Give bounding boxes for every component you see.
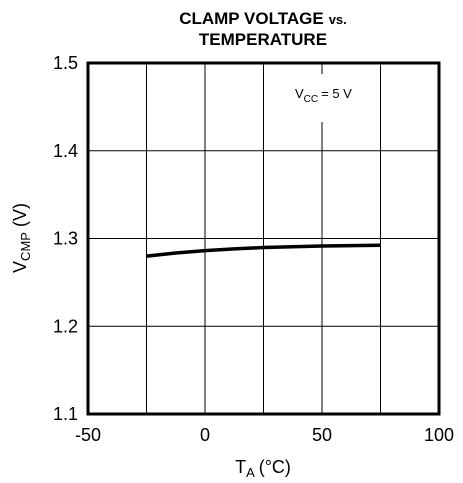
x-axis-label: TA (°C) <box>235 457 291 480</box>
x-tick-label: 50 <box>312 425 332 445</box>
y-axis-label: VCMP (V) <box>10 203 33 273</box>
annotation-value: = 5 V <box>321 86 352 101</box>
x-tick-label: 0 <box>200 425 210 445</box>
chart-title-main: CLAMP VOLTAGE <box>179 9 324 28</box>
x-tick-labels: -50 0 50 100 <box>75 425 454 445</box>
y-axis-label-main: V <box>10 261 30 273</box>
y-tick-label: 1.3 <box>53 229 78 249</box>
series-line <box>146 243 381 258</box>
y-tick-label: 1.1 <box>53 404 78 424</box>
annotation-sub: CC <box>304 94 318 105</box>
annotation-background <box>288 74 378 122</box>
y-axis-label-sub: CMP <box>18 232 33 261</box>
chart-title-suffix: vs. <box>329 12 347 27</box>
y-tick-labels: 1.1 1.2 1.3 1.4 1.5 <box>53 53 78 424</box>
y-tick-label: 1.4 <box>53 141 78 161</box>
vcc-annotation: VCC = 5 V <box>295 86 352 105</box>
plot-frame <box>86 61 441 416</box>
x-axis-label-main: T <box>235 457 246 477</box>
chart-title-line1: CLAMP VOLTAGE vs. <box>179 9 347 28</box>
y-axis-label-unit: (V) <box>10 203 30 227</box>
grid-lines <box>88 63 439 414</box>
chart-title-line2: TEMPERATURE <box>199 30 327 49</box>
x-tick-label: -50 <box>75 425 101 445</box>
x-axis-label-sub: A <box>246 465 255 480</box>
y-tick-label: 1.5 <box>53 53 78 73</box>
x-axis-label-unit: (°C) <box>259 457 291 477</box>
data-series <box>146 243 381 258</box>
x-tick-label: 100 <box>424 425 454 445</box>
y-tick-label: 1.2 <box>53 316 78 336</box>
annotation-main: V <box>295 86 304 101</box>
